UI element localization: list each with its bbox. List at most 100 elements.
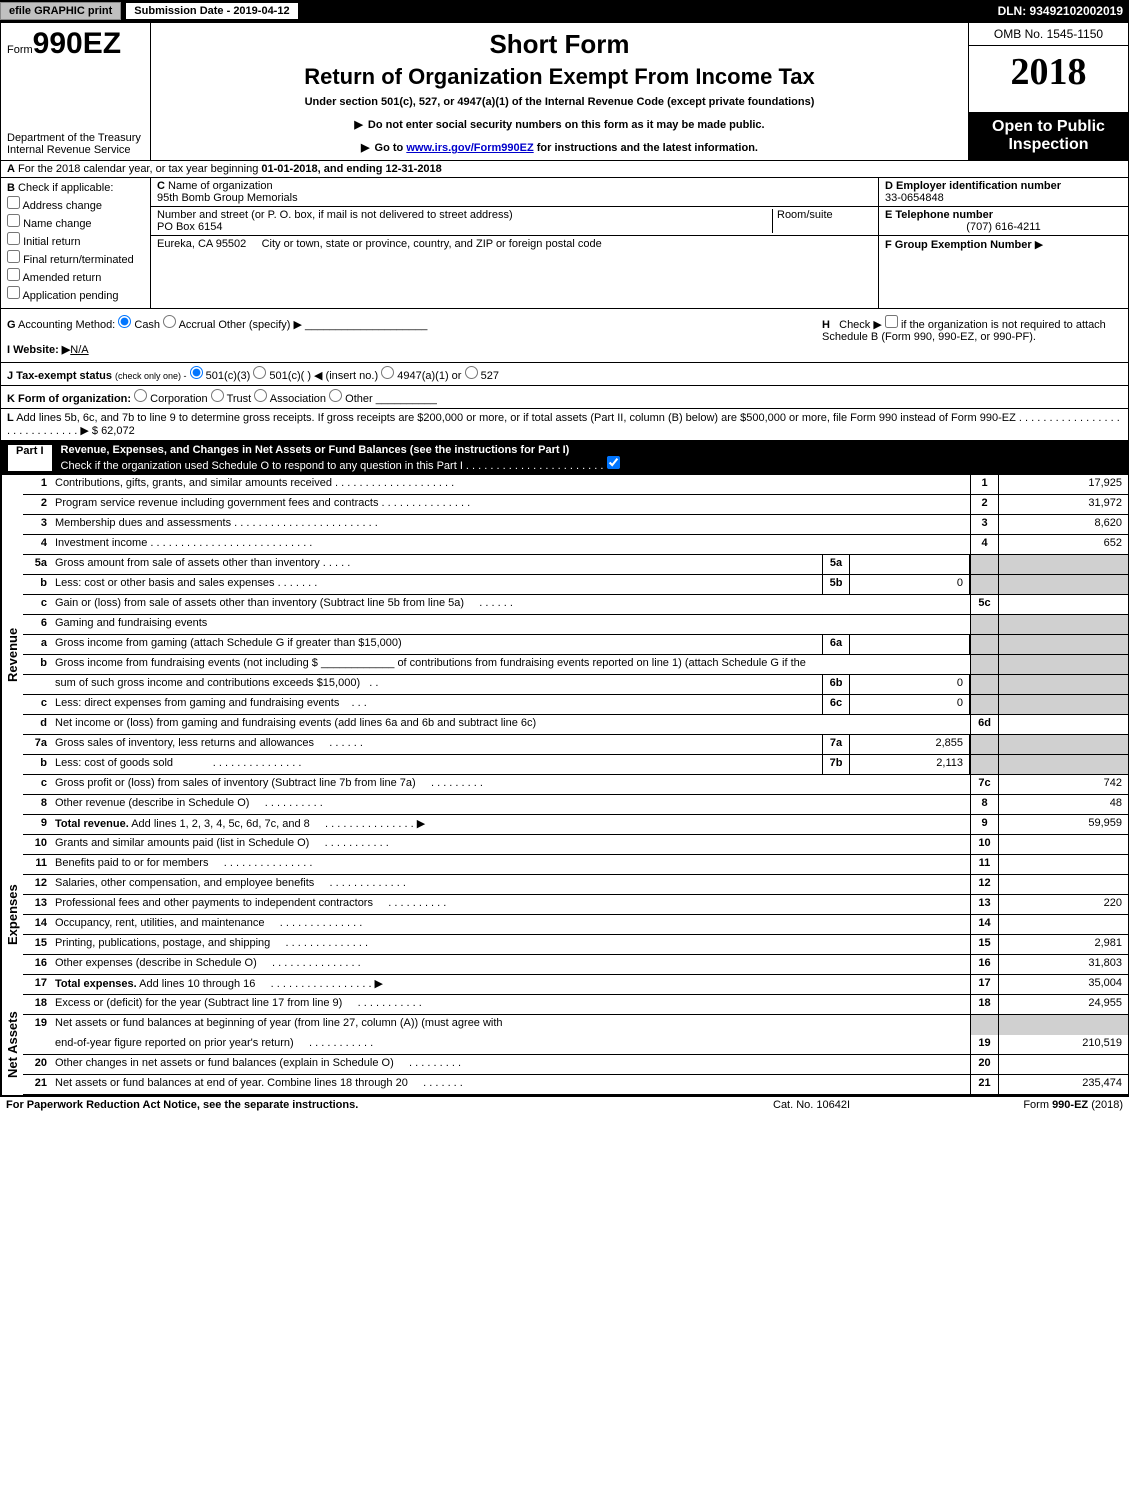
line-1-desc: Contributions, gifts, grants, and simila…: [51, 475, 970, 494]
section-h: H Check ▶ if the organization is not req…: [822, 315, 1122, 356]
line-7b-desc: Less: cost of goods sold . . . . . . . .…: [51, 755, 822, 774]
line-20-val: [998, 1055, 1128, 1074]
line-4-desc: Investment income . . . . . . . . . . . …: [51, 535, 970, 554]
address-change-checkbox[interactable]: [7, 196, 20, 209]
goto-instructions: ▶ Go to www.irs.gov/Form990EZ for instru…: [161, 141, 958, 154]
form-number: Form990EZ: [7, 27, 144, 61]
cash-radio[interactable]: [118, 315, 131, 328]
line-5a-midval: [850, 555, 970, 574]
return-title: Return of Organization Exempt From Incom…: [161, 64, 958, 90]
application-pending-checkbox[interactable]: [7, 286, 20, 299]
line-6-desc: Gaming and fundraising events: [51, 615, 970, 634]
line-14-desc: Occupancy, rent, utilities, and maintena…: [51, 915, 970, 934]
line-7b-midval: 2,113: [850, 755, 970, 774]
telephone-value: (707) 616-4211: [885, 221, 1122, 233]
final-return-checkbox[interactable]: [7, 250, 20, 263]
line-18-val: 24,955: [998, 995, 1128, 1014]
line-13-val: 220: [998, 895, 1128, 914]
line-16-desc: Other expenses (describe in Schedule O) …: [51, 955, 970, 974]
omb-number: OMB No. 1545-1150: [969, 23, 1128, 46]
revenue-sidelabel: Revenue: [1, 475, 23, 835]
line-7c-desc: Gross profit or (loss) from sales of inv…: [51, 775, 970, 794]
ein-value: 33-0654848: [885, 192, 944, 204]
line-12-val: [998, 875, 1128, 894]
name-change-checkbox[interactable]: [7, 214, 20, 227]
dln: DLN: 93492102002019: [998, 4, 1129, 18]
line-15-val: 2,981: [998, 935, 1128, 954]
line-20-desc: Other changes in net assets or fund bala…: [51, 1055, 970, 1074]
under-section: Under section 501(c), 527, or 4947(a)(1)…: [161, 96, 958, 108]
line-7c-val: 742: [998, 775, 1128, 794]
line-3-desc: Membership dues and assessments . . . . …: [51, 515, 970, 534]
527-radio[interactable]: [465, 366, 478, 379]
accrual-radio[interactable]: [163, 315, 176, 328]
line-5c-val: [998, 595, 1128, 614]
row-l-gross-receipts: L Add lines 5b, 6c, and 7b to line 9 to …: [1, 409, 1128, 441]
line-1-val: 17,925: [998, 475, 1128, 494]
line-15-desc: Printing, publications, postage, and shi…: [51, 935, 970, 954]
line-5c-desc: Gain or (loss) from sale of assets other…: [51, 595, 970, 614]
row-j-tax-exempt: J Tax-exempt status (check only one) - 5…: [1, 363, 1128, 386]
tax-year: 2018: [969, 46, 1128, 112]
expenses-sidelabel: Expenses: [1, 835, 23, 995]
line-6b-pre-desc: Gross income from fundraising events (no…: [51, 655, 970, 674]
line-11-desc: Benefits paid to or for members . . . . …: [51, 855, 970, 874]
other-radio[interactable]: [329, 389, 342, 402]
line-5b-desc: Less: cost or other basis and sales expe…: [51, 575, 822, 594]
501c-radio[interactable]: [253, 366, 266, 379]
submission-date: Submission Date - 2019-04-12: [125, 2, 298, 20]
trust-radio[interactable]: [211, 389, 224, 402]
line-6d-desc: Net income or (loss) from gaming and fun…: [51, 715, 970, 734]
line-8-desc: Other revenue (describe in Schedule O) .…: [51, 795, 970, 814]
line-16-val: 31,803: [998, 955, 1128, 974]
line-10-val: [998, 835, 1128, 854]
department: Department of the Treasury Internal Reve…: [7, 132, 144, 156]
line-6d-val: [998, 715, 1128, 734]
line-21-desc: Net assets or fund balances at end of ye…: [51, 1075, 970, 1094]
line-19-desc2: end-of-year figure reported on prior yea…: [51, 1035, 970, 1054]
schedule-b-checkbox[interactable]: [885, 315, 898, 328]
line-21-val: 235,474: [998, 1075, 1128, 1094]
line-18-desc: Excess or (deficit) for the year (Subtra…: [51, 995, 970, 1014]
amended-return-checkbox[interactable]: [7, 268, 20, 281]
open-to-public: Open to Public Inspection: [969, 112, 1128, 160]
501c3-radio[interactable]: [190, 366, 203, 379]
line-3-val: 8,620: [998, 515, 1128, 534]
org-name: 95th Bomb Group Memorials: [157, 192, 298, 204]
irs-link[interactable]: www.irs.gov/Form990EZ: [406, 142, 533, 154]
line-9-desc: Total revenue. Add lines 1, 2, 3, 4, 5c,…: [51, 815, 970, 834]
line-19-val: 210,519: [998, 1035, 1128, 1054]
line-11-val: [998, 855, 1128, 874]
city-state-zip: Eureka, CA 95502: [157, 238, 246, 250]
line-8-val: 48: [998, 795, 1128, 814]
corporation-radio[interactable]: [134, 389, 147, 402]
net-assets-sidelabel: Net Assets: [1, 995, 23, 1095]
line-6b-midval: 0: [850, 675, 970, 694]
line-17-desc: Total expenses. Add lines 10 through 16 …: [51, 975, 970, 994]
line-2-val: 31,972: [998, 495, 1128, 514]
association-radio[interactable]: [254, 389, 267, 402]
catalog-number: Cat. No. 10642I: [773, 1099, 973, 1111]
website-value: N/A: [70, 344, 88, 356]
schedule-o-checkbox[interactable]: [607, 456, 620, 469]
line-19-desc: Net assets or fund balances at beginning…: [51, 1015, 970, 1035]
line-6a-desc: Gross income from gaming (attach Schedul…: [51, 635, 822, 654]
telephone-label: E Telephone number: [885, 209, 993, 221]
part-1-header: Part I Revenue, Expenses, and Changes in…: [1, 441, 1128, 475]
line-13-desc: Professional fees and other payments to …: [51, 895, 970, 914]
line-10-desc: Grants and similar amounts paid (list in…: [51, 835, 970, 854]
line-6c-midval: 0: [850, 695, 970, 714]
line-6b-desc: sum of such gross income and contributio…: [51, 675, 822, 694]
efile-print-button[interactable]: efile GRAPHIC print: [0, 2, 121, 20]
4947-radio[interactable]: [381, 366, 394, 379]
room-suite: Room/suite: [772, 209, 872, 233]
line-7a-desc: Gross sales of inventory, less returns a…: [51, 735, 822, 754]
line-6a-midval: [850, 635, 970, 654]
line-4-val: 652: [998, 535, 1128, 554]
line-2-desc: Program service revenue including govern…: [51, 495, 970, 514]
initial-return-checkbox[interactable]: [7, 232, 20, 245]
section-b-checkboxes: B Check if applicable: Address change Na…: [1, 178, 151, 308]
row-k-form-org: K Form of organization: Corporation Trus…: [1, 386, 1128, 409]
line-12-desc: Salaries, other compensation, and employ…: [51, 875, 970, 894]
form-version: Form 990-EZ (2018): [973, 1099, 1123, 1111]
